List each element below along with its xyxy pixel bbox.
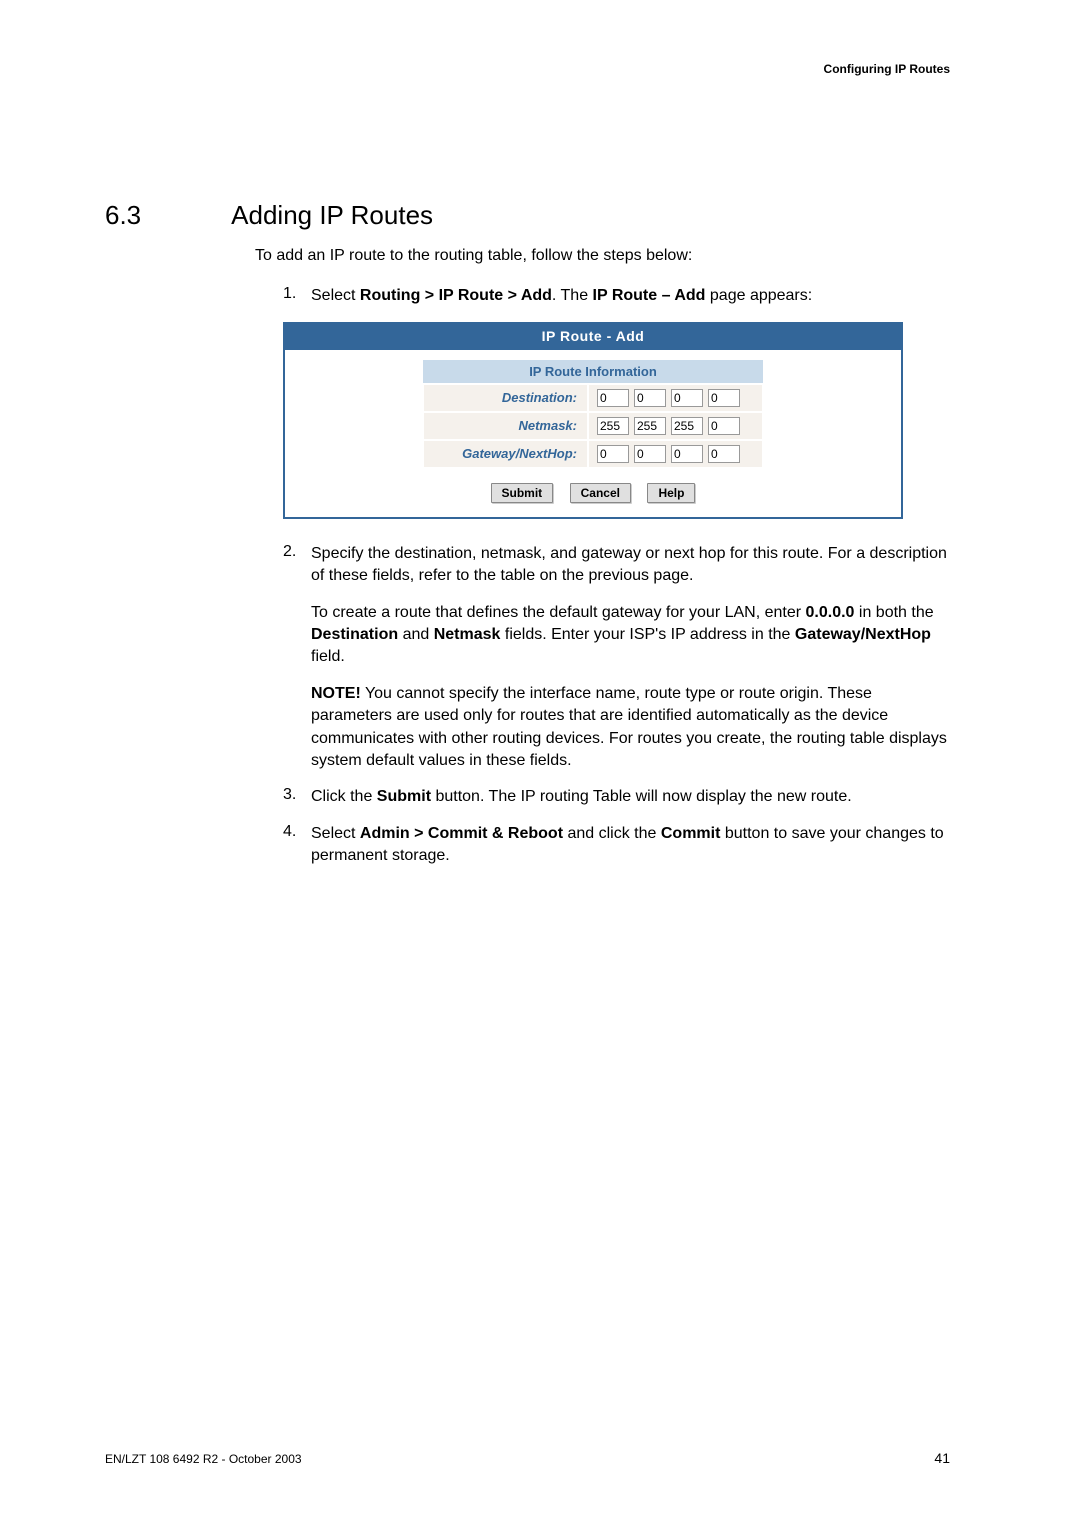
step2-p2-c: in both the [854, 604, 933, 621]
step3-b: Submit [377, 788, 431, 805]
footer-doc-id: EN/LZT 108 6492 R2 - October 2003 [105, 1452, 302, 1466]
gateway-octet-4[interactable] [708, 445, 740, 463]
step-3: 3. Click the Submit button. The IP routi… [255, 786, 950, 808]
step4-a: Select [311, 825, 360, 842]
submit-button[interactable]: Submit [491, 483, 554, 503]
destination-octet-3[interactable] [671, 389, 703, 407]
gateway-octet-2[interactable] [634, 445, 666, 463]
gateway-label: Gateway/NextHop: [423, 440, 588, 468]
destination-octet-2[interactable] [634, 389, 666, 407]
dialog-button-row: Submit Cancel Help [285, 483, 901, 503]
gateway-octet-3[interactable] [671, 445, 703, 463]
doc-header-title: Configuring IP Routes [824, 62, 950, 76]
step2-p2-b: 0.0.0.0 [806, 604, 855, 621]
step1-prefix: Select [311, 287, 360, 304]
step1-suffix: page appears: [705, 287, 812, 304]
step2-note-label: NOTE! [311, 685, 361, 702]
step-2-number: 2. [283, 543, 311, 773]
gateway-row: Gateway/NextHop: [423, 440, 763, 468]
help-button[interactable]: Help [647, 483, 695, 503]
section-title: Adding IP Routes [231, 200, 433, 231]
netmask-octet-3[interactable] [671, 417, 703, 435]
step-4-number: 4. [283, 823, 311, 868]
step4-b: Admin > Commit & Reboot [360, 825, 563, 842]
netmask-octet-1[interactable] [597, 417, 629, 435]
step4-c: and click the [563, 825, 661, 842]
netmask-octet-2[interactable] [634, 417, 666, 435]
step-4: 4. Select Admin > Commit & Reboot and cl… [255, 823, 950, 868]
destination-octet-4[interactable] [708, 389, 740, 407]
destination-label: Destination: [423, 384, 588, 412]
step2-p2-g: fields. Enter your ISP's IP address in t… [500, 626, 794, 643]
ip-route-add-dialog: IP Route - Add IP Route Information Dest… [283, 322, 903, 519]
step-2: 2. Specify the destination, netmask, and… [255, 543, 950, 773]
footer-page-number: 41 [934, 1450, 950, 1466]
content: To add an IP route to the routing table,… [255, 245, 950, 881]
section-number: 6.3 [105, 200, 141, 231]
ip-route-info-table: IP Route Information Destination: Ne [422, 360, 764, 469]
step-2-body: Specify the destination, netmask, and ga… [311, 543, 950, 773]
step4-d: Commit [661, 825, 721, 842]
step2-p2: To create a route that defines the defau… [311, 602, 950, 669]
gateway-octets [597, 445, 754, 463]
netmask-octet-4[interactable] [708, 417, 740, 435]
intro-text: To add an IP route to the routing table,… [255, 245, 950, 267]
step2-note-text: You cannot specify the interface name, r… [311, 685, 947, 769]
step2-p2-h: Gateway/NextHop [795, 626, 931, 643]
dialog-title: IP Route - Add [283, 322, 903, 350]
step1-menu-path: Routing > IP Route > Add [360, 287, 552, 304]
cancel-button[interactable]: Cancel [570, 483, 631, 503]
step-4-body: Select Admin > Commit & Reboot and click… [311, 823, 950, 868]
step1-mid: . The [552, 287, 593, 304]
destination-octets [597, 389, 754, 407]
gateway-octet-1[interactable] [597, 445, 629, 463]
section-heading: 6.3 Adding IP Routes [105, 200, 950, 231]
step-1-number: 1. [283, 285, 311, 307]
step2-p2-e: and [398, 626, 434, 643]
step3-c: button. The IP routing Table will now di… [431, 788, 852, 805]
dialog-body: IP Route Information Destination: Ne [283, 350, 903, 519]
step-1: 1. Select Routing > IP Route > Add. The … [255, 285, 950, 307]
destination-row: Destination: [423, 384, 763, 412]
step2-p3: NOTE! You cannot specify the interface n… [311, 683, 950, 773]
info-subheader: IP Route Information [423, 360, 763, 384]
step2-p2-i: field. [311, 648, 345, 665]
destination-octet-1[interactable] [597, 389, 629, 407]
netmask-octets [597, 417, 754, 435]
step-3-body: Click the Submit button. The IP routing … [311, 786, 852, 808]
step-3-number: 3. [283, 786, 311, 808]
step2-p2-a: To create a route that defines the defau… [311, 604, 806, 621]
step2-p2-f: Netmask [434, 626, 501, 643]
step2-p2-d: Destination [311, 626, 398, 643]
netmask-row: Netmask: [423, 412, 763, 440]
netmask-label: Netmask: [423, 412, 588, 440]
step1-page-name: IP Route – Add [593, 287, 706, 304]
step-1-body: Select Routing > IP Route > Add. The IP … [311, 285, 812, 307]
step3-a: Click the [311, 788, 377, 805]
step2-p1: Specify the destination, netmask, and ga… [311, 543, 950, 588]
